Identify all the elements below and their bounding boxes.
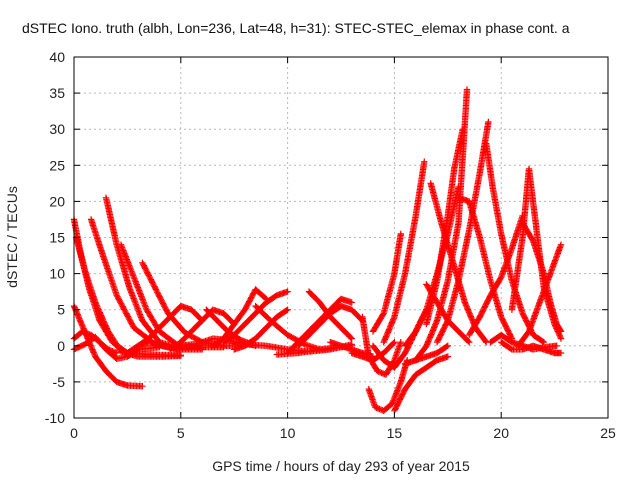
series-markers [295, 302, 366, 349]
x-tick-label: 10 [280, 425, 296, 441]
y-tick-label: 5 [57, 302, 65, 318]
x-tick-label: 0 [70, 425, 78, 441]
series-29 [391, 353, 451, 414]
y-tick-label: 15 [49, 230, 65, 246]
y-tick-label: 30 [49, 121, 65, 137]
y-tick-label: 10 [49, 266, 65, 282]
y-tick-label: 40 [49, 49, 65, 65]
series-markers [209, 286, 270, 349]
x-tick-label: 25 [600, 425, 616, 441]
x-tick-label: 20 [493, 425, 509, 441]
series-10 [134, 302, 206, 349]
y-tick-label: 35 [49, 85, 65, 101]
series-31 [380, 158, 428, 346]
series-markers [305, 288, 355, 342]
series-28 [369, 230, 404, 335]
y-tick-label: -5 [53, 374, 66, 390]
series-markers [498, 339, 565, 357]
series-markers [369, 230, 404, 335]
series-14 [209, 286, 270, 349]
y-axis-title: dSTEC / TECUs [4, 186, 20, 288]
series-markers [391, 353, 451, 414]
x-axis-title: GPS time / hours of day 293 of year 2015 [212, 458, 470, 474]
series-26 [365, 357, 411, 414]
x-tick-label: 15 [387, 425, 403, 441]
series-25 [359, 313, 404, 378]
axis-ticks [73, 56, 609, 419]
series-markers [380, 158, 428, 346]
series-markers [134, 302, 206, 349]
y-tick-label: -10 [45, 410, 65, 426]
series-45 [515, 241, 565, 349]
chart-title: dSTEC Iono. truth (albh, Lon=236, Lat=48… [22, 20, 570, 36]
series-markers [365, 357, 411, 414]
x-tick-label: 5 [177, 425, 185, 441]
series-22 [305, 288, 355, 342]
series-44 [498, 339, 565, 357]
series-markers [359, 313, 404, 378]
series-21 [295, 302, 366, 349]
y-tick-label: 20 [49, 193, 65, 209]
y-tick-label: 0 [57, 338, 65, 354]
series-markers [515, 241, 565, 349]
series-markers [166, 306, 238, 353]
series-11 [166, 306, 238, 353]
data-points [70, 86, 565, 414]
y-tick-label: 25 [49, 157, 65, 173]
